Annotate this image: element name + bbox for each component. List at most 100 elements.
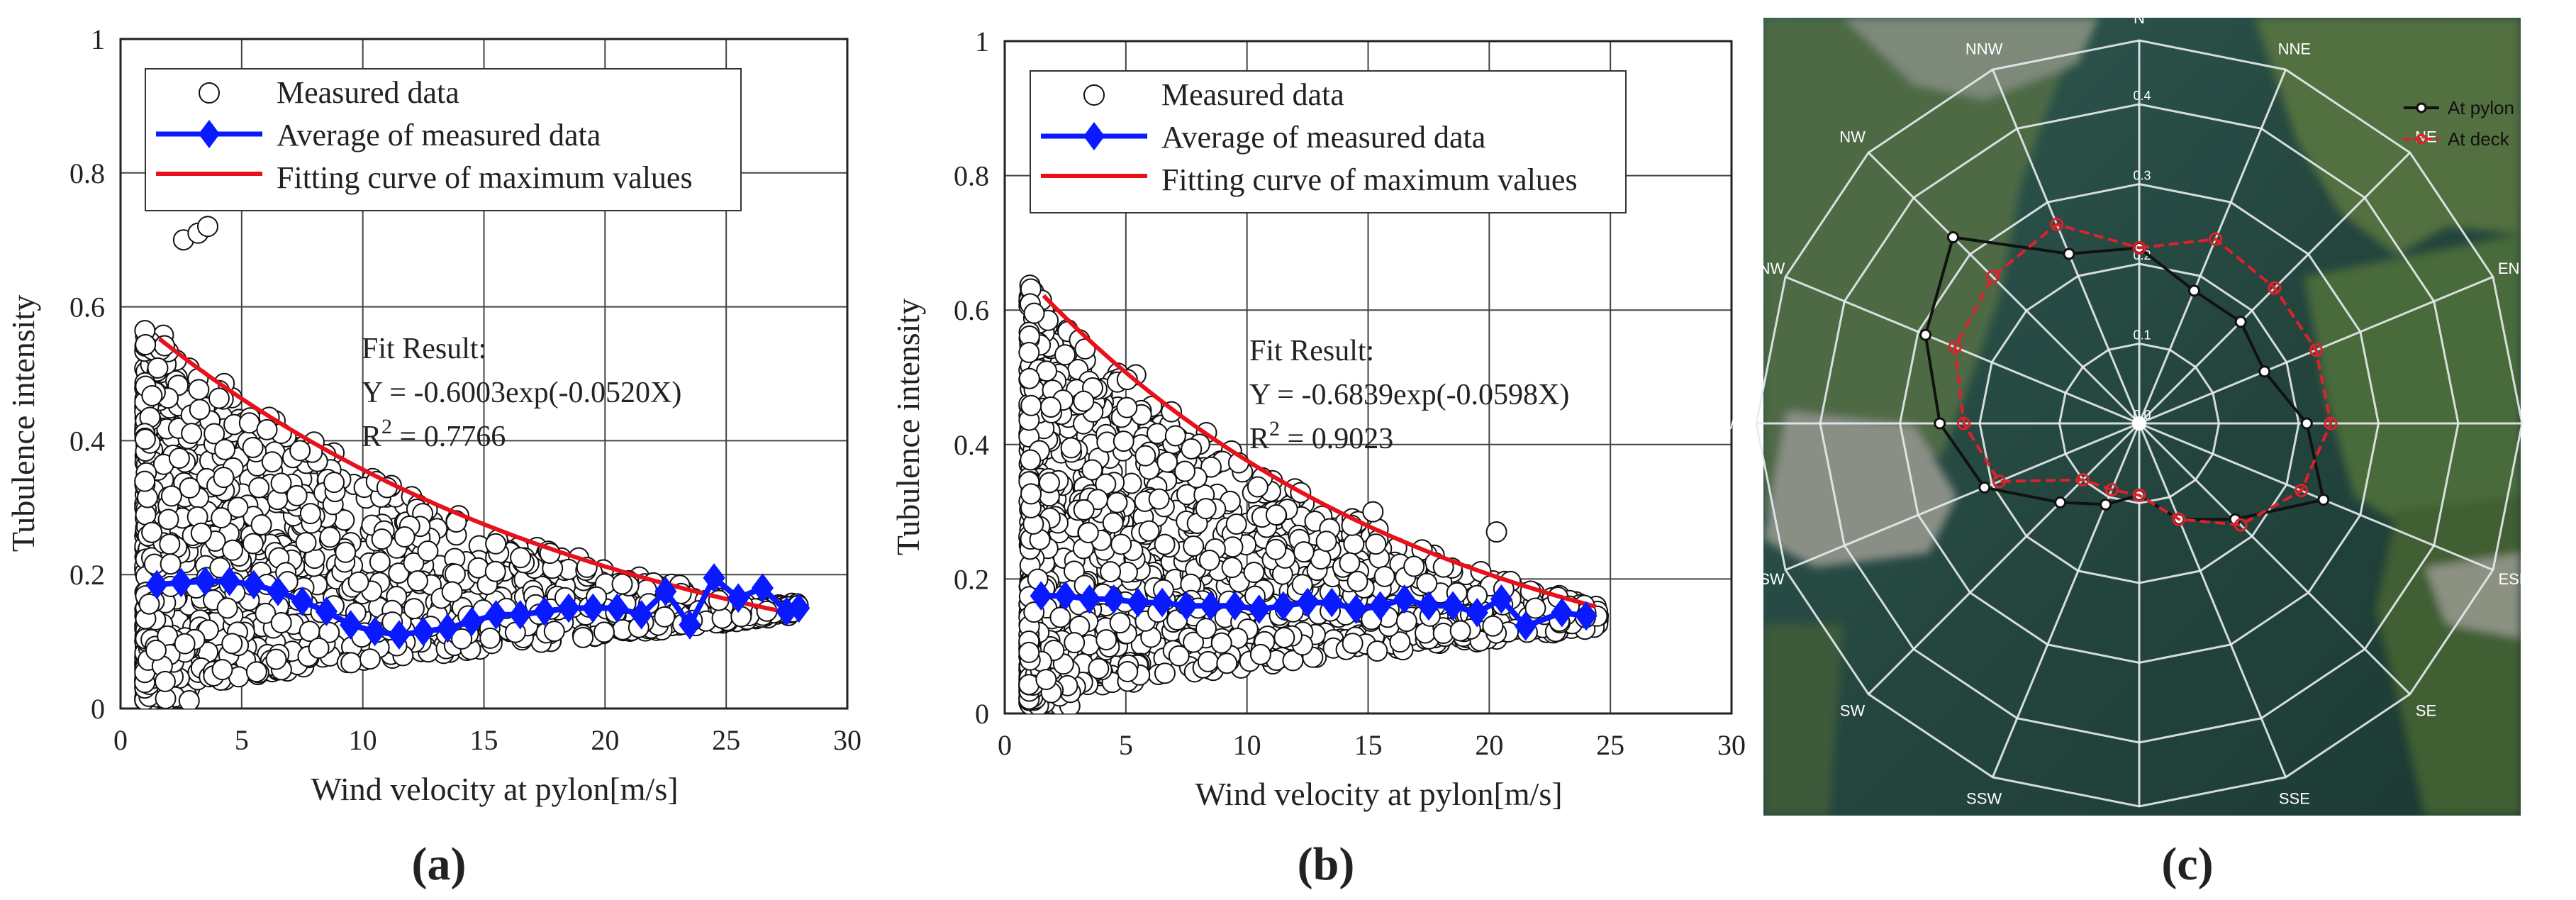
- rose-center-dot: [2132, 416, 2146, 430]
- measured-point: [270, 472, 292, 494]
- rose-legend-label: At deck: [2448, 128, 2510, 150]
- measured-point: [141, 384, 163, 406]
- measured-point: [1088, 657, 1110, 679]
- measured-point: [203, 423, 225, 445]
- measured-point: [406, 570, 428, 592]
- plot-frame: [119, 38, 849, 710]
- measured-point: [1342, 633, 1364, 655]
- measured-point: [441, 581, 463, 603]
- average-marker: [291, 587, 313, 616]
- measured-point: [261, 451, 283, 473]
- measured-point: [1225, 513, 1247, 535]
- measured-point: [213, 467, 235, 489]
- measured-point: [593, 621, 615, 643]
- average-marker: [412, 616, 435, 647]
- x-tick-label: 5: [1119, 729, 1133, 761]
- average-marker: [460, 606, 484, 637]
- plot-frame: [1003, 40, 1733, 715]
- measured-point-outlier: [1362, 501, 1384, 523]
- average-marker: [751, 573, 774, 603]
- series-marker: [2258, 365, 2271, 378]
- average-marker: [1442, 591, 1464, 621]
- measured-point: [1073, 390, 1095, 412]
- x-axis-label: Wind velocity at pylon[m/s]: [311, 771, 678, 807]
- average-marker: [364, 616, 386, 647]
- average-marker: [436, 613, 459, 643]
- direction-label: S: [2134, 821, 2145, 838]
- series-marker: [2324, 416, 2338, 430]
- direction-label: NW: [1839, 128, 1866, 146]
- measured-point: [1315, 530, 1337, 552]
- legend-label: Measured data: [1161, 77, 1344, 112]
- legend-box: [1030, 70, 1627, 213]
- measured-point-outlier: [197, 216, 218, 238]
- y-axis-label: Tubulence intensity: [5, 295, 41, 552]
- measured-point-outlier: [1485, 521, 1507, 543]
- measured-point: [1117, 660, 1139, 682]
- average-marker: [339, 610, 362, 640]
- legend-diamond-icon: [199, 120, 220, 148]
- measured-point: [245, 661, 267, 683]
- y-tick-label: 0.4: [954, 429, 989, 461]
- average-marker: [679, 610, 701, 640]
- measured-point: [181, 423, 203, 445]
- measured-point: [711, 607, 733, 629]
- measured-point: [1154, 662, 1176, 684]
- measured-data-points: [134, 216, 809, 709]
- fit-result-title: Fit Result:: [362, 333, 486, 365]
- y-tick-label: 0.2: [69, 559, 105, 591]
- measured-point: [289, 440, 311, 462]
- measured-point: [189, 399, 211, 421]
- measured-point: [1222, 536, 1244, 558]
- legend-label: Fitting curve of maximum values: [1161, 162, 1578, 197]
- series-marker: [2075, 473, 2090, 487]
- measured-point: [444, 563, 466, 585]
- series-marker: [1985, 270, 2000, 284]
- series-marker: [2132, 488, 2146, 502]
- measured-point: [1064, 632, 1086, 654]
- fit-curve-line: [1042, 294, 1597, 609]
- measured-point: [160, 553, 182, 575]
- measured-point: [1148, 488, 1170, 510]
- x-tick-label: 30: [1717, 729, 1746, 761]
- average-marker: [1490, 584, 1513, 614]
- legend: Measured data Average of measured data Fit…: [1030, 70, 1627, 213]
- measured-point: [135, 334, 157, 356]
- series-marker: [2187, 284, 2200, 297]
- direction-label: W: [1727, 415, 1741, 433]
- direction-label: ENE: [2498, 260, 2530, 277]
- measured-point: [1164, 425, 1186, 447]
- measured-point: [485, 533, 507, 555]
- average-marker: [1054, 581, 1077, 611]
- fit-curve-line: [157, 337, 800, 617]
- measured-point: [371, 528, 393, 550]
- ring-value-label: 0.4: [2133, 89, 2151, 103]
- fit-result-r2: R2 = 0.7766: [362, 415, 506, 453]
- measured-point: [179, 477, 201, 499]
- rose-spoke: [1868, 152, 2141, 425]
- measured-point: [1247, 476, 1269, 498]
- measured-point: [141, 521, 163, 543]
- measured-point: [178, 690, 200, 709]
- direction-label: NNE: [2278, 40, 2311, 58]
- measured-point: [134, 470, 156, 492]
- average-marker: [581, 593, 604, 623]
- measured-point: [572, 626, 594, 648]
- average-marker: [630, 600, 653, 630]
- average-marker: [1175, 591, 1198, 621]
- measured-point: [1395, 611, 1417, 633]
- measured-point: [160, 485, 182, 507]
- x-tick-label: 0: [113, 724, 128, 756]
- average-marker: [1344, 594, 1368, 624]
- measured-point: [1049, 606, 1071, 628]
- y-tick-label: 1: [975, 26, 989, 57]
- measured-point: [211, 507, 233, 529]
- measured-point: [265, 648, 287, 670]
- measured-point: [1100, 561, 1122, 583]
- rose-spoke: [1991, 423, 2141, 778]
- measured-point: [242, 533, 264, 555]
- average-marker: [1030, 581, 1052, 611]
- direction-label: ESE: [2498, 570, 2529, 588]
- measured-point: [208, 387, 230, 409]
